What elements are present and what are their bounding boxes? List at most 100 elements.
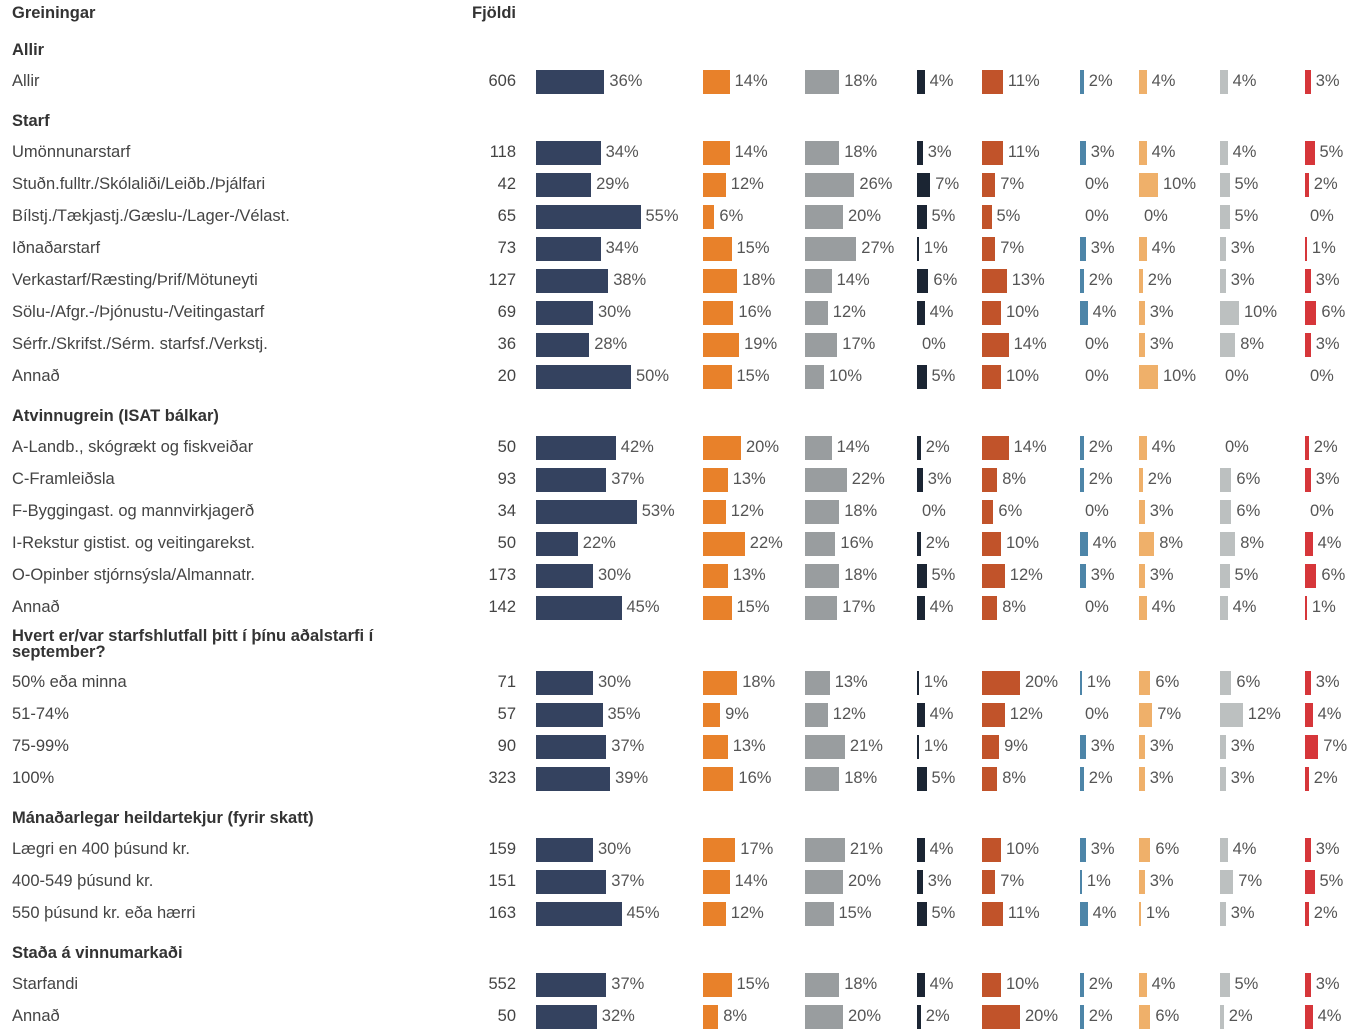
value-label: 45% (626, 904, 660, 922)
group-title: Atvinnugrein (ISAT bálkar) (12, 407, 219, 425)
bar (1305, 173, 1309, 197)
bar (805, 500, 840, 524)
bar (917, 301, 925, 325)
value-label: 15% (736, 598, 770, 616)
value-label: 15% (736, 239, 770, 257)
value-label: 2% (925, 534, 950, 552)
row: Sérfr./Skrifst./Sérm. starfsf./Verkstj. 3… (0, 329, 1350, 361)
value-label: 6% (1321, 566, 1346, 584)
bar (1080, 70, 1084, 94)
row-label: 550 þúsund kr. eða hærri (12, 904, 196, 922)
value-label: 30% (598, 566, 632, 584)
bar (703, 468, 728, 492)
bar (536, 1005, 597, 1029)
row: A-Landb., skógrækt og fiskveiðar 50 42% 20%… (0, 432, 1350, 464)
value-label: 16% (738, 769, 772, 787)
bar (703, 436, 741, 460)
row-label: Iðnaðarstarf (12, 239, 101, 257)
bar (805, 365, 824, 389)
value-label: 17% (842, 598, 876, 616)
row: O-Opinber stjórnsýsla/Almannatr. 173 30% 13… (0, 560, 1350, 592)
bar (1305, 973, 1311, 997)
bar (703, 333, 740, 357)
row-count: 50 (497, 1007, 516, 1025)
bar (703, 902, 726, 926)
value-label: 3% (1230, 271, 1255, 289)
bar (536, 333, 590, 357)
value-label: 12% (1009, 705, 1043, 723)
bar (805, 468, 847, 492)
bar (805, 269, 832, 293)
bar (703, 173, 726, 197)
value-label: 10% (1006, 367, 1040, 385)
bar (982, 902, 1003, 926)
bar (1080, 436, 1084, 460)
bar (1305, 596, 1307, 620)
value-label: 42% (620, 438, 654, 456)
value-label: 0% (922, 502, 946, 520)
bar (536, 870, 607, 894)
row-count: 552 (488, 975, 516, 993)
bar (703, 703, 721, 727)
row-count: 118 (489, 143, 516, 161)
row-count: 606 (488, 72, 516, 90)
value-label: 55% (645, 207, 679, 225)
bar (1220, 671, 1232, 695)
bar (536, 902, 622, 926)
bar (1080, 735, 1086, 759)
bar (982, 141, 1003, 165)
bar (1220, 767, 1226, 791)
bar (917, 767, 927, 791)
value-label: 6% (933, 271, 958, 289)
bar (982, 735, 1000, 759)
value-label: 4% (1151, 598, 1176, 616)
value-label: 0% (1310, 502, 1334, 520)
value-label: 26% (859, 175, 893, 193)
bar (805, 703, 828, 727)
row: Allir 606 36% 14% 18% 4% 11% 2% 4% 4% 3% (0, 66, 1350, 98)
row: Lægri en 400 þúsund kr. 159 30% 17% 21% 4% 10%… (0, 834, 1350, 866)
row-label: Umönnunarstarf (12, 143, 131, 161)
bar (982, 365, 1001, 389)
value-label: 37% (611, 470, 645, 488)
bar (1220, 564, 1230, 588)
row: 550 þúsund kr. eða hærri 163 45% 12% 15% 5% 11… (0, 898, 1350, 930)
value-label: 37% (611, 737, 645, 755)
value-label: 2% (1088, 769, 1113, 787)
bar (805, 902, 834, 926)
value-label: 4% (929, 72, 954, 90)
row: I-Rekstur gistist. og veitingarekst. 50 22… (0, 528, 1350, 560)
bar (1139, 902, 1141, 926)
bar (703, 767, 734, 791)
value-label: 21% (849, 737, 883, 755)
value-label: 7% (1323, 737, 1348, 755)
bar (917, 870, 923, 894)
bar (1220, 532, 1236, 556)
value-label: 16% (840, 534, 874, 552)
value-label: 5% (1319, 872, 1344, 890)
value-label: 6% (998, 502, 1023, 520)
value-label: 5% (931, 207, 956, 225)
value-label: 3% (1230, 904, 1255, 922)
value-label: 3% (927, 143, 952, 161)
value-label: 1% (923, 737, 948, 755)
bar (917, 70, 925, 94)
value-label: 1% (1311, 598, 1336, 616)
row-count: 36 (497, 335, 516, 353)
bar (703, 838, 736, 862)
row-count: 151 (488, 872, 516, 890)
bar (1220, 902, 1226, 926)
value-label: 22% (851, 470, 885, 488)
bar (1305, 468, 1311, 492)
row-label: C-Framleiðsla (12, 470, 115, 488)
value-label: 17% (842, 335, 876, 353)
bar (1080, 468, 1084, 492)
bar (1139, 703, 1153, 727)
bar (1220, 870, 1234, 894)
value-label: 20% (1025, 1007, 1059, 1025)
value-label: 22% (749, 534, 783, 552)
row-label: I-Rekstur gistist. og veitingarekst. (12, 534, 256, 552)
bar (536, 468, 607, 492)
bar (982, 767, 998, 791)
row-label: F-Byggingast. og mannvirkjagerð (12, 502, 255, 520)
